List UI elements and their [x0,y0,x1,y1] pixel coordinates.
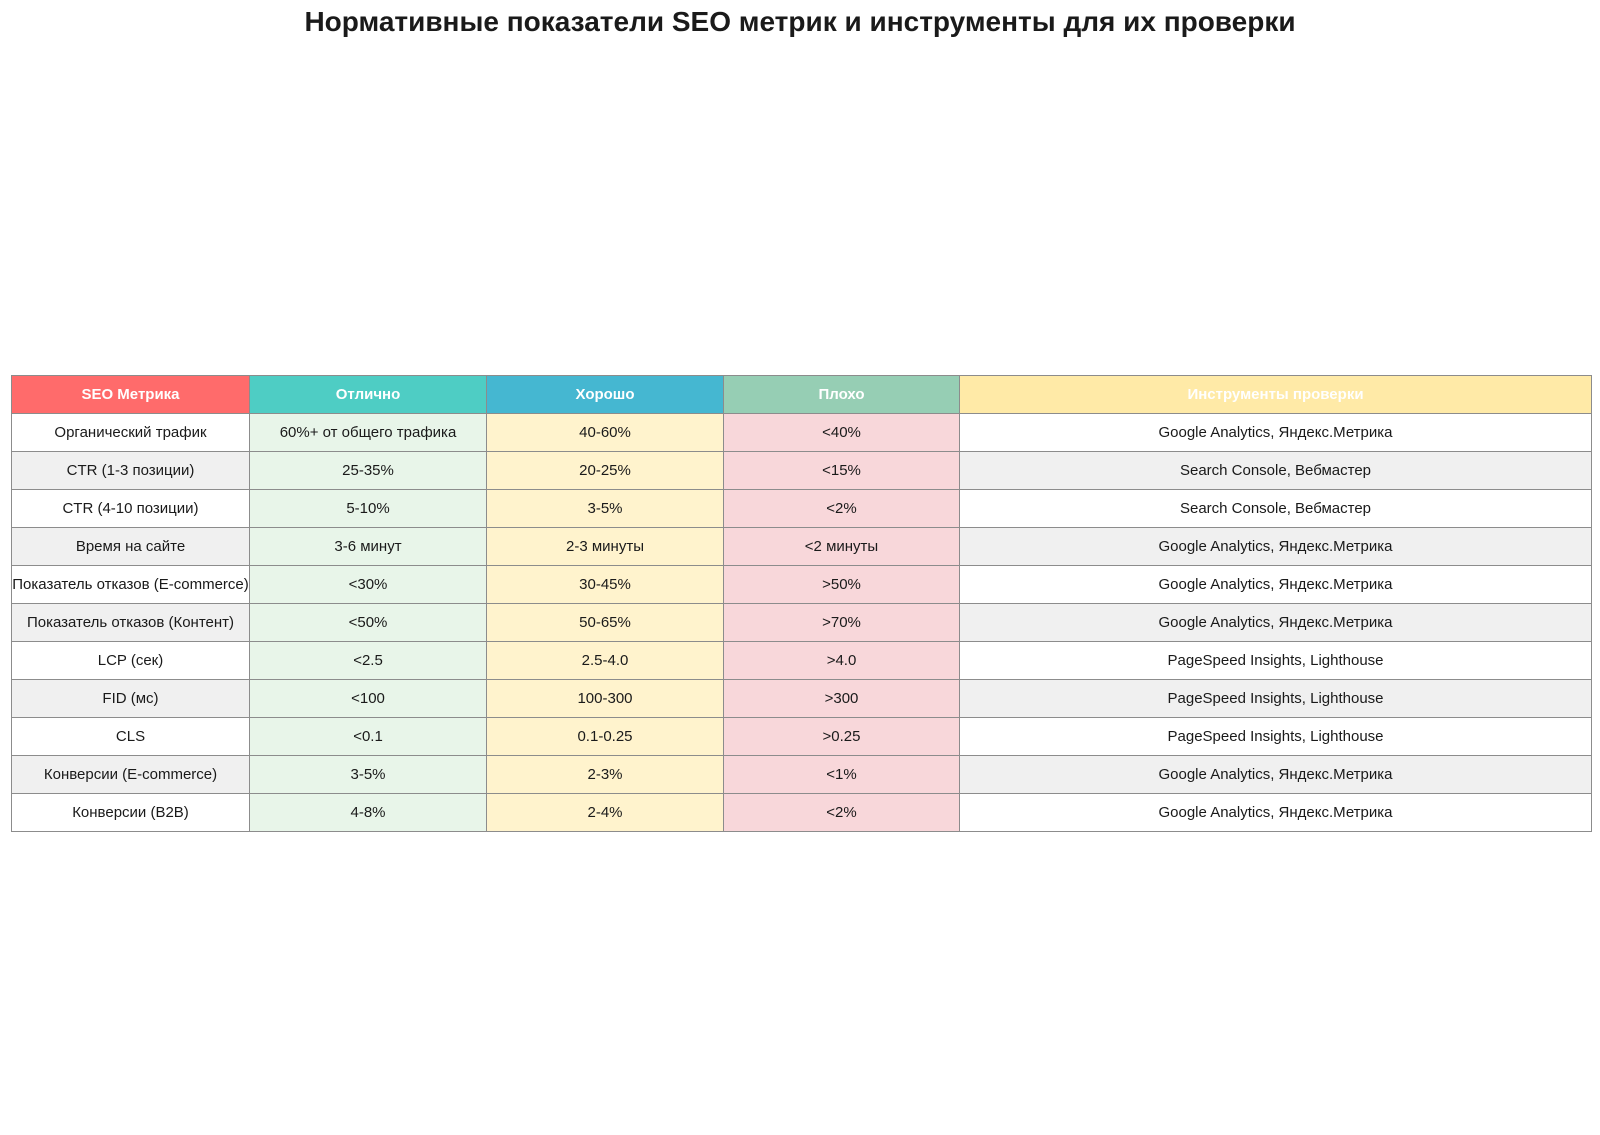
metric-label: Показатель отказов (Контент) [26,613,235,631]
metric-label: FID (мс) [102,689,159,707]
table-row: CLS <0.1 0.1-0.25 >0.25 PageSpeed Insights, … [11,717,1592,756]
cell-excellent: <50% [249,603,487,642]
table-row: Время на сайте 3-6 минут 2-3 минуты <2 мину… [11,527,1592,566]
cell-metric: Время на сайте [11,527,250,566]
cell-good: 3-5% [486,489,724,528]
cell-excellent: 60%+ от общего трафика [249,413,487,452]
column-header-tools: Инструменты проверки [959,375,1592,414]
cell-tools: PageSpeed Insights, Lighthouse [959,641,1592,680]
metric-label: Органический трафик [54,423,207,441]
metric-label: Время на сайте [75,537,186,555]
cell-bad: <40% [723,413,960,452]
table-row: Конверсии (E-commerce) 3-5% 2-3% <1% Google … [11,755,1592,794]
cell-bad: <1% [723,755,960,794]
cell-bad: <15% [723,451,960,490]
metric-label: CTR (4-10 позиции) [62,499,199,517]
cell-tools: Google Analytics, Яндекс.Метрика [959,413,1592,452]
cell-bad: <2% [723,793,960,832]
cell-excellent: 4-8% [249,793,487,832]
cell-excellent: 25-35% [249,451,487,490]
cell-excellent: 5-10% [249,489,487,528]
cell-metric: CTR (1-3 позиции) [11,451,250,490]
cell-tools: Search Console, Вебмастер [959,451,1592,490]
cell-good: 100-300 [486,679,724,718]
cell-metric: LCP (сек) [11,641,250,680]
cell-tools: Google Analytics, Яндекс.Метрика [959,565,1592,604]
cell-good: 0.1-0.25 [486,717,724,756]
cell-good: 2.5-4.0 [486,641,724,680]
cell-bad: >50% [723,565,960,604]
table-row: Показатель отказов (E-commerce) <30% 30-45… [11,565,1592,604]
cell-excellent: <30% [249,565,487,604]
table-row: LCP (сек) <2.5 2.5-4.0 >4.0 PageSpeed Insigh… [11,641,1592,680]
cell-excellent: 3-5% [249,755,487,794]
cell-excellent: 3-6 минут [249,527,487,566]
cell-tools: Google Analytics, Яндекс.Метрика [959,793,1592,832]
cell-metric: FID (мс) [11,679,250,718]
cell-metric: Показатель отказов (Контент) [11,603,250,642]
metric-label: LCP (сек) [97,651,164,669]
cell-tools: Google Analytics, Яндекс.Метрика [959,755,1592,794]
column-header-good: Хорошо [486,375,724,414]
column-header-bad: Плохо [723,375,960,414]
table-row: CTR (4-10 позиции) 5-10% 3-5% <2% Search Con… [11,489,1592,528]
cell-metric: Органический трафик [11,413,250,452]
cell-bad: >70% [723,603,960,642]
metric-label: CLS [115,727,146,745]
cell-tools: Google Analytics, Яндекс.Метрика [959,603,1592,642]
cell-metric: Конверсии (E-commerce) [11,755,250,794]
cell-metric: CLS [11,717,250,756]
metric-label: Конверсии (E-commerce) [43,765,218,783]
cell-tools: PageSpeed Insights, Lighthouse [959,679,1592,718]
cell-good: 2-3% [486,755,724,794]
cell-tools: Google Analytics, Яндекс.Метрика [959,527,1592,566]
column-header-metric: SEO Метрика [11,375,250,414]
cell-metric: CTR (4-10 позиции) [11,489,250,528]
cell-excellent: <100 [249,679,487,718]
table-row: Показатель отказов (Контент) <50% 50-65% >7… [11,603,1592,642]
cell-bad: <2 минуты [723,527,960,566]
cell-metric: Конверсии (B2B) [11,793,250,832]
cell-bad: >300 [723,679,960,718]
cell-metric: Показатель отказов (E-commerce) [11,565,250,604]
table-header-row: SEO Метрика Отлично Хорошо Плохо Инструменты… [11,375,1592,414]
column-header-excellent: Отлично [249,375,487,414]
cell-excellent: <0.1 [249,717,487,756]
cell-good: 20-25% [486,451,724,490]
cell-excellent: <2.5 [249,641,487,680]
cell-tools: PageSpeed Insights, Lighthouse [959,717,1592,756]
table-body: Органический трафик 60%+ от общего трафик… [11,413,1592,832]
metric-label: Конверсии (B2B) [72,803,189,821]
cell-good: 2-3 минуты [486,527,724,566]
table-row: CTR (1-3 позиции) 25-35% 20-25% <15% Search … [11,451,1592,490]
chart-title: Нормативные показатели SEO метрик и инст… [304,6,1296,37]
metric-label: CTR (1-3 позиции) [66,461,195,479]
cell-good: 2-4% [486,793,724,832]
cell-bad: <2% [723,489,960,528]
metric-label: Показатель отказов (E-commerce) [12,575,249,593]
seo-metrics-table: SEO Метрика Отлично Хорошо Плохо Инструменты… [11,375,1592,832]
table-row: Конверсии (B2B) 4-8% 2-4% <2% Google Analyti… [11,793,1592,832]
cell-good: 50-65% [486,603,724,642]
cell-good: 40-60% [486,413,724,452]
cell-bad: >4.0 [723,641,960,680]
cell-bad: >0.25 [723,717,960,756]
cell-tools: Search Console, Вебмастер [959,489,1592,528]
table-row: Органический трафик 60%+ от общего трафик… [11,413,1592,452]
cell-good: 30-45% [486,565,724,604]
table-row: FID (мс) <100 100-300 >300 PageSpeed Insight… [11,679,1592,718]
